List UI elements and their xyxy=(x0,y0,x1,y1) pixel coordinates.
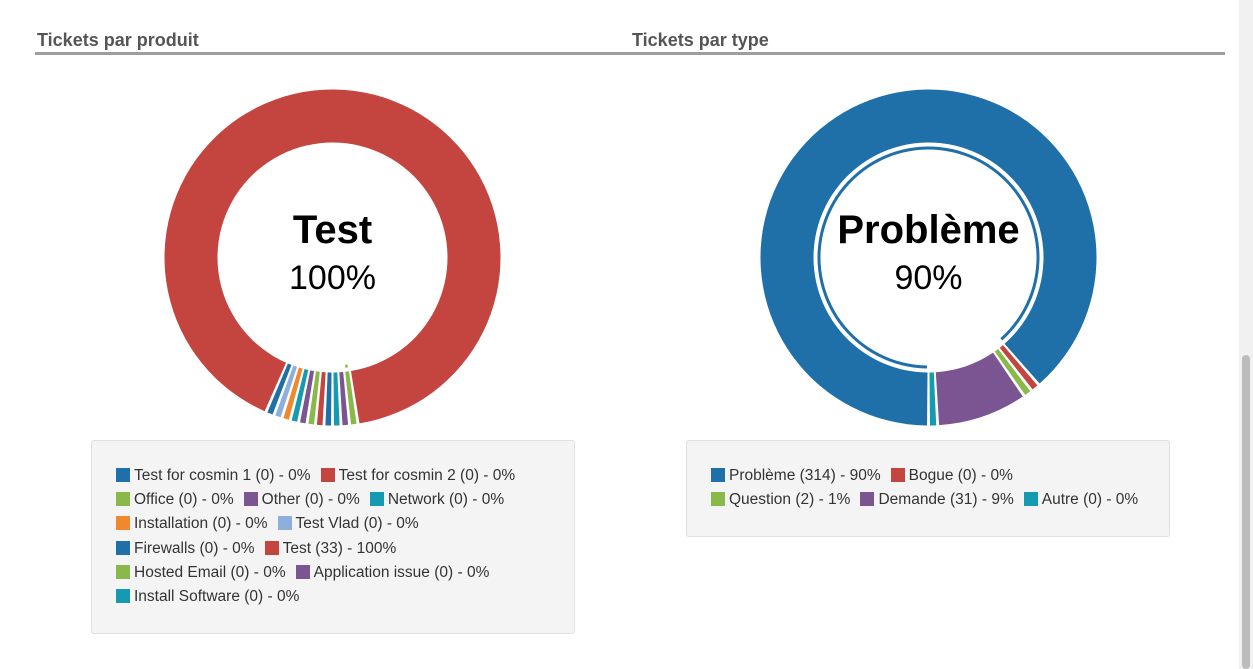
legend-swatch xyxy=(116,540,130,555)
types-donut-svg xyxy=(760,89,1097,426)
legend-swatch xyxy=(860,492,875,507)
legend-label: Test for cosmin 2 (0) - 0% xyxy=(338,467,516,484)
legend-swatch xyxy=(116,588,130,603)
legend-swatch xyxy=(890,468,905,482)
legend-row: Install Software (0) - 0% xyxy=(116,588,550,612)
legend-item[interactable]: Problème (314) - 90% xyxy=(711,467,881,485)
legend-swatch xyxy=(116,468,130,482)
legend-label: Test for cosmin 1 (0) - 0% xyxy=(134,467,311,484)
legend-swatch xyxy=(369,492,384,507)
legend-item[interactable]: Test for cosmin 2 (0) - 0% xyxy=(320,467,516,485)
legend-row: Installation (0) - 0% Test Vlad (0) - 0% xyxy=(116,515,550,539)
products-chart-title: Tickets par produit xyxy=(37,30,199,50)
legend-label: Bogue (0) - 0% xyxy=(908,467,1013,484)
legend-row: Question (2) - 1% Demande (31) - 9% Autre … xyxy=(711,491,1145,515)
legend-swatch xyxy=(116,516,130,531)
products-donut-chart: Test 100% xyxy=(160,85,505,430)
donut-slice[interactable] xyxy=(345,371,357,425)
donut-slice[interactable] xyxy=(333,372,340,426)
legend-item[interactable]: Application issue (0) - 0% xyxy=(295,563,490,582)
scrollbar-thumb[interactable] xyxy=(1242,355,1250,669)
products-legend: Test for cosmin 1 (0) - 0% Test for cosmi… xyxy=(91,440,575,634)
legend-swatch xyxy=(711,468,725,482)
legend-item[interactable]: Firewalls (0) - 0% xyxy=(116,540,255,558)
legend-swatch xyxy=(277,516,292,531)
legend-row: Firewalls (0) - 0% Test (33) - 100% xyxy=(116,540,550,564)
legend-label: Autre (0) - 0% xyxy=(1041,491,1139,509)
legend-swatch xyxy=(116,492,130,507)
legend-item[interactable]: Other (0) - 0% xyxy=(243,491,360,509)
legend-row: Problème (314) - 90% Bogue (0) - 0% xyxy=(711,467,1145,491)
donut-slice[interactable] xyxy=(275,365,297,418)
legend-item[interactable]: Bogue (0) - 0% xyxy=(890,467,1013,485)
types-center-name: Problème xyxy=(837,208,1020,252)
legend-row: Test for cosmin 1 (0) - 0% Test for cosmi… xyxy=(116,467,550,491)
legend-label: Installation (0) - 0% xyxy=(134,515,268,533)
legend-row: Hosted Email (0) - 0% Application issue (… xyxy=(116,564,550,588)
legend-item[interactable]: Autre (0) - 0% xyxy=(1023,491,1139,509)
donut-slice[interactable] xyxy=(994,349,1031,395)
types-chart-title: Tickets par type xyxy=(632,30,769,50)
donut-slice[interactable] xyxy=(291,369,309,422)
legend-label: Other (0) - 0% xyxy=(261,491,360,509)
donut-slice[interactable] xyxy=(760,89,1097,426)
types-donut-chart: Problème 90% xyxy=(756,85,1101,430)
legend-item[interactable]: Install Software (0) - 0% xyxy=(116,588,299,606)
page-scrollbar[interactable] xyxy=(1239,0,1253,669)
legend-swatch xyxy=(116,564,130,579)
donut-slice[interactable] xyxy=(164,89,501,424)
legend-label: Test (33) - 100% xyxy=(282,539,397,557)
legend-item[interactable]: Network (0) - 0% xyxy=(369,491,505,509)
legend-swatch xyxy=(243,492,258,507)
legend-label: Network (0) - 0% xyxy=(387,491,505,509)
donut-slice[interactable] xyxy=(999,345,1038,390)
legend-label: Application issue (0) - 0% xyxy=(313,563,490,581)
donut-slice[interactable] xyxy=(325,372,332,426)
products-center-percent: 100% xyxy=(289,259,376,297)
legend-item[interactable]: Office (0) - 0% xyxy=(116,491,234,509)
donut-slice[interactable] xyxy=(267,363,292,415)
header-divider xyxy=(35,52,1225,55)
legend-label: Question (2) - 1% xyxy=(729,491,851,509)
donut-slice[interactable] xyxy=(308,371,320,425)
legend-item[interactable]: Installation (0) - 0% xyxy=(116,515,268,533)
legend-item[interactable]: Demande (31) - 9% xyxy=(860,491,1014,509)
donut-slice[interactable] xyxy=(283,367,303,420)
products-donut-svg xyxy=(164,89,501,426)
donut-highlight-ring xyxy=(817,146,1040,369)
donut-slice[interactable] xyxy=(299,370,315,424)
legend-swatch xyxy=(1023,492,1038,507)
products-center-name: Test xyxy=(292,208,373,252)
legend-swatch xyxy=(711,492,725,507)
legend-label: Test Vlad (0) - 0% xyxy=(295,515,419,533)
legend-swatch xyxy=(320,468,335,482)
legend-label: Install Software (0) - 0% xyxy=(134,587,300,605)
types-center-percent: 90% xyxy=(894,259,963,297)
legend-row: Office (0) - 0% Other (0) - 0% Network (0)… xyxy=(116,491,550,515)
donut-slice[interactable] xyxy=(935,352,1023,426)
donut-slice[interactable] xyxy=(929,372,937,426)
legend-item[interactable]: Test Vlad (0) - 0% xyxy=(277,515,419,533)
legend-label: Demande (31) - 9% xyxy=(878,491,1014,509)
legend-label: Office (0) - 0% xyxy=(134,491,234,509)
donut-slice[interactable] xyxy=(339,372,349,426)
legend-swatch xyxy=(264,540,279,555)
legend-item[interactable]: Hosted Email (0) - 0% xyxy=(116,564,286,582)
legend-label: Firewalls (0) - 0% xyxy=(134,539,255,557)
legend-label: Hosted Email (0) - 0% xyxy=(134,563,286,581)
donut-slice[interactable] xyxy=(316,372,326,426)
legend-label: Problème (314) - 90% xyxy=(729,467,881,484)
legend-item[interactable]: Question (2) - 1% xyxy=(711,491,850,509)
donut-highlight-ring xyxy=(344,364,348,368)
legend-item[interactable]: Test (33) - 100% xyxy=(264,539,397,558)
legend-item[interactable]: Test for cosmin 1 (0) - 0% xyxy=(116,467,311,485)
types-legend: Problème (314) - 90% Bogue (0) - 0% Questi… xyxy=(686,440,1170,537)
legend-swatch xyxy=(295,564,310,579)
